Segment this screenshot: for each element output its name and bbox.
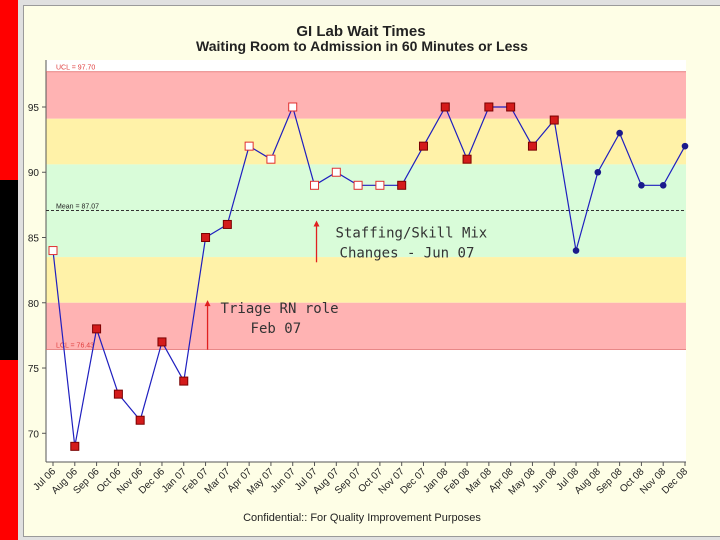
- annotation-text-1-1: Feb 07: [251, 321, 302, 337]
- zone-band-0: [46, 71, 686, 119]
- data-series: [48, 102, 689, 451]
- data-point-3: [113, 389, 123, 399]
- zone-band-4: [46, 257, 686, 303]
- data-point-28: [659, 181, 667, 189]
- data-point-20: [484, 102, 494, 112]
- annotation-arrowhead-1: [204, 300, 211, 307]
- data-point-27: [638, 181, 645, 189]
- data-point-9: [244, 141, 254, 151]
- x-tick-label-23: Jun 08: [530, 466, 559, 495]
- lcl-label: LCL = 76.43: [56, 342, 94, 349]
- data-point-16: [397, 180, 407, 190]
- chart-title: GI Lab Wait Times: [296, 23, 425, 40]
- data-point-6: [179, 376, 189, 386]
- zone-bands: [46, 60, 686, 462]
- data-point-19: [462, 154, 472, 164]
- annotation-text-1-0: Triage RN role: [221, 301, 339, 317]
- data-point-25: [594, 168, 602, 176]
- chart-subtitle: Waiting Room to Admission in 60 Minutes …: [196, 38, 528, 54]
- data-point-4: [135, 415, 145, 425]
- zone-band-5: [46, 302, 686, 350]
- data-point-1: [70, 441, 80, 451]
- data-point-15: [375, 180, 385, 190]
- y-tick-label-75: 75: [28, 364, 40, 375]
- annotation-text-0-1: Changes - Jun 07: [340, 246, 475, 262]
- left-black-accent-bar: [0, 180, 18, 360]
- data-point-21: [506, 102, 516, 112]
- x-tick-label-11: Jun 07: [269, 466, 298, 495]
- annotation-arrowhead-0: [313, 220, 320, 227]
- data-point-14: [353, 180, 363, 190]
- y-tick-label-90: 90: [28, 168, 40, 179]
- data-point-11: [288, 102, 298, 112]
- data-point-0: [48, 246, 58, 256]
- annotations: Staffing/Skill Mix Changes - Jun 07 Triage…: [204, 220, 488, 350]
- data-point-29: [681, 142, 689, 150]
- data-point-5: [157, 337, 167, 347]
- zone-band-2: [46, 164, 686, 211]
- data-point-18: [440, 102, 450, 112]
- data-point-26: [616, 129, 623, 137]
- zone-band-1: [46, 118, 686, 165]
- data-point-12: [310, 180, 320, 190]
- x-tick-label-20: Mar 08: [464, 466, 494, 496]
- y-tick-label-80: 80: [28, 299, 40, 310]
- series-line: [52, 105, 686, 447]
- data-point-2: [92, 324, 102, 334]
- data-point-23: [549, 115, 559, 125]
- mean-label: Mean = 87.07: [56, 203, 99, 210]
- zone-band-3: [46, 210, 686, 258]
- data-point-24: [572, 247, 580, 254]
- ucl-label: UCL = 97.70: [56, 65, 95, 72]
- data-point-8: [222, 219, 232, 229]
- data-point-7: [201, 233, 211, 243]
- data-point-13: [331, 167, 341, 177]
- chart-footer: Confidential:: For Quality Improvement P…: [243, 512, 481, 524]
- data-point-10: [266, 154, 276, 164]
- y-tick-label-85: 85: [28, 234, 40, 245]
- x-tick-label-8: Mar 07: [203, 466, 233, 496]
- y-tick-label-95: 95: [28, 103, 40, 114]
- data-point-22: [527, 141, 537, 151]
- annotation-text-0-0: Staffing/Skill Mix: [336, 226, 488, 242]
- y-tick-label-70: 70: [28, 429, 40, 440]
- data-point-17: [418, 141, 428, 151]
